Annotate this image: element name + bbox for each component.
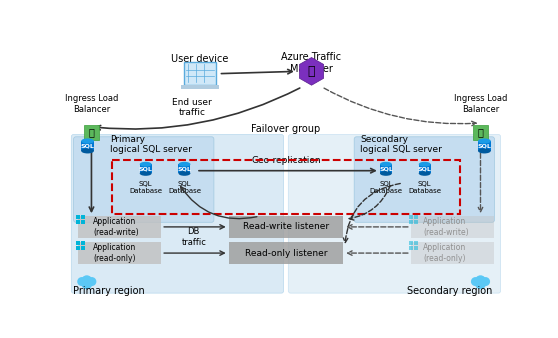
Text: SQL: SQL bbox=[139, 166, 153, 171]
Ellipse shape bbox=[380, 162, 392, 167]
Bar bbox=[78, 242, 161, 264]
Ellipse shape bbox=[140, 171, 152, 176]
Circle shape bbox=[471, 277, 480, 286]
Bar bbox=[410, 246, 413, 250]
Bar bbox=[76, 241, 80, 245]
Bar bbox=[410, 241, 413, 245]
Ellipse shape bbox=[179, 171, 190, 176]
Text: SQL: SQL bbox=[379, 166, 393, 171]
Circle shape bbox=[77, 277, 86, 286]
Bar bbox=[76, 215, 80, 219]
Text: Application
(read-only): Application (read-only) bbox=[93, 243, 136, 263]
FancyBboxPatch shape bbox=[354, 137, 494, 222]
Text: Application
(read-write): Application (read-write) bbox=[93, 217, 138, 237]
Bar bbox=[229, 242, 343, 264]
Bar bbox=[179, 164, 190, 173]
Bar bbox=[380, 164, 392, 173]
Ellipse shape bbox=[81, 148, 94, 153]
Text: SQL: SQL bbox=[81, 143, 94, 148]
FancyBboxPatch shape bbox=[74, 137, 214, 222]
Circle shape bbox=[81, 275, 92, 286]
Text: Read-write listener: Read-write listener bbox=[243, 222, 329, 232]
Text: Failover group: Failover group bbox=[251, 124, 321, 135]
Circle shape bbox=[481, 277, 490, 286]
Ellipse shape bbox=[418, 162, 431, 167]
Text: Ingress Load
Balancer: Ingress Load Balancer bbox=[454, 94, 507, 114]
Bar bbox=[184, 62, 217, 85]
Bar bbox=[181, 85, 219, 89]
Text: Ingress Load
Balancer: Ingress Load Balancer bbox=[65, 94, 118, 114]
Bar bbox=[81, 241, 85, 245]
Bar bbox=[478, 141, 491, 151]
Text: User device: User device bbox=[171, 54, 229, 65]
Ellipse shape bbox=[418, 171, 431, 176]
Ellipse shape bbox=[478, 139, 491, 144]
Bar bbox=[81, 215, 85, 219]
Bar bbox=[415, 241, 418, 245]
Bar bbox=[415, 220, 418, 224]
Bar bbox=[418, 164, 431, 173]
Ellipse shape bbox=[380, 171, 392, 176]
Text: SQL: SQL bbox=[418, 166, 432, 171]
Bar bbox=[410, 215, 413, 219]
Text: 🔑: 🔑 bbox=[89, 127, 94, 137]
Bar bbox=[76, 246, 80, 250]
Text: Azure Traffic
Manager: Azure Traffic Manager bbox=[281, 52, 341, 74]
Text: Read-only listener: Read-only listener bbox=[245, 248, 327, 258]
Bar bbox=[411, 216, 494, 238]
Bar bbox=[415, 246, 418, 250]
Text: SQL
Database: SQL Database bbox=[369, 181, 402, 194]
Bar bbox=[112, 160, 460, 214]
FancyBboxPatch shape bbox=[71, 135, 283, 293]
Bar bbox=[81, 220, 85, 224]
Circle shape bbox=[475, 278, 486, 289]
Text: DB
traffic: DB traffic bbox=[181, 227, 206, 247]
Text: Primary
logical SQL server: Primary logical SQL server bbox=[110, 135, 192, 154]
Bar bbox=[78, 216, 161, 238]
Text: SQL: SQL bbox=[478, 143, 491, 148]
Text: Application
(read-only): Application (read-only) bbox=[423, 243, 466, 263]
Bar bbox=[81, 141, 94, 151]
Bar bbox=[229, 216, 343, 238]
Text: Secondary
logical SQL server: Secondary logical SQL server bbox=[360, 135, 442, 154]
Text: SQL
Database: SQL Database bbox=[408, 181, 441, 194]
Ellipse shape bbox=[140, 162, 152, 167]
FancyBboxPatch shape bbox=[288, 135, 501, 293]
Text: SQL
Database: SQL Database bbox=[129, 181, 162, 194]
Text: 🔑: 🔑 bbox=[478, 127, 483, 137]
Text: Secondary region: Secondary region bbox=[407, 286, 492, 296]
Circle shape bbox=[475, 275, 486, 286]
Ellipse shape bbox=[81, 139, 94, 144]
Bar bbox=[140, 164, 152, 173]
Text: Primary region: Primary region bbox=[73, 286, 145, 296]
Text: SQL: SQL bbox=[177, 166, 191, 171]
Bar bbox=[411, 242, 494, 264]
Text: End user
traffic: End user traffic bbox=[172, 98, 212, 117]
Circle shape bbox=[87, 277, 97, 286]
Ellipse shape bbox=[179, 162, 190, 167]
Text: Geo-replication: Geo-replication bbox=[251, 156, 321, 165]
Ellipse shape bbox=[478, 148, 491, 153]
Bar bbox=[410, 220, 413, 224]
Bar bbox=[76, 220, 80, 224]
Bar bbox=[81, 246, 85, 250]
Text: Application
(read-write): Application (read-write) bbox=[423, 217, 469, 237]
Text: 🌐: 🌐 bbox=[308, 65, 315, 78]
Circle shape bbox=[81, 278, 92, 289]
Text: SQL
Database: SQL Database bbox=[168, 181, 201, 194]
Bar bbox=[415, 215, 418, 219]
